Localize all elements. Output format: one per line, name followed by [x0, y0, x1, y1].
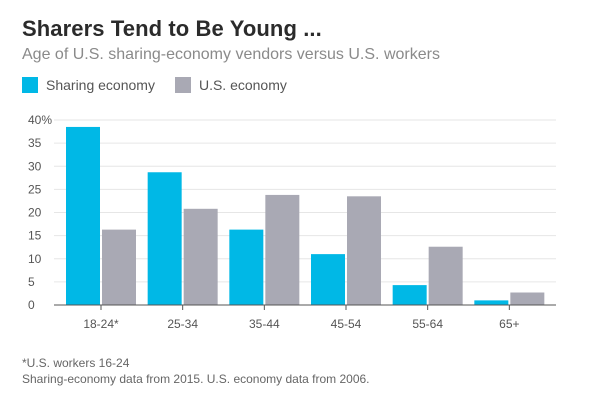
y-tick-label: 25: [28, 182, 42, 196]
bar-us-economy: [265, 194, 300, 305]
footnote: *U.S. workers 16-24: [22, 356, 130, 370]
chart-notes: *U.S. workers 16-24 Sharing-economy data…: [22, 355, 370, 387]
x-tick-label: 45-54: [331, 317, 362, 331]
bar-us-economy: [183, 208, 218, 305]
x-tick-label: 55-64: [412, 317, 443, 331]
bar-sharing-economy: [229, 229, 264, 305]
source-note: Sharing-economy data from 2015. U.S. eco…: [22, 372, 370, 386]
x-tick-label: 65+: [499, 317, 519, 331]
y-tick-label: 40%: [28, 113, 52, 127]
x-tick-label: 18-24*: [83, 317, 119, 331]
y-tick-label: 10: [28, 252, 42, 266]
legend-item-us: U.S. economy: [174, 77, 287, 93]
bar-us-economy: [347, 196, 381, 305]
legend-item-sharing: Sharing economy: [22, 77, 155, 93]
legend-swatch-sharing: [22, 77, 38, 93]
x-tick-label: 25-34: [167, 317, 198, 331]
legend-label-sharing: Sharing economy: [46, 77, 155, 93]
y-tick-label: 15: [28, 229, 42, 243]
bar-sharing-economy: [474, 300, 509, 305]
bar-us-economy: [510, 292, 545, 305]
bar-us-economy: [102, 229, 136, 305]
bar-sharing-economy: [311, 254, 345, 305]
y-tick-label: 35: [28, 136, 42, 150]
y-tick-label: 20: [28, 206, 42, 220]
x-tick-label: 35-44: [249, 317, 280, 331]
legend-label-us: U.S. economy: [198, 77, 287, 93]
bar-sharing-economy: [147, 172, 182, 305]
legend: Sharing economy U.S. economy: [22, 77, 307, 93]
chart-title: Sharers Tend to Be Young ...: [22, 16, 322, 41]
legend-swatch-us: [174, 77, 191, 93]
bar-sharing-economy: [392, 285, 427, 305]
y-tick-label: 0: [28, 298, 35, 312]
bar-us-economy: [428, 246, 463, 305]
y-tick-label: 5: [28, 275, 35, 289]
bar-sharing-economy: [66, 126, 100, 305]
y-tick-label: 30: [28, 159, 42, 173]
chart-subtitle: Age of U.S. sharing-economy vendors vers…: [22, 46, 440, 63]
